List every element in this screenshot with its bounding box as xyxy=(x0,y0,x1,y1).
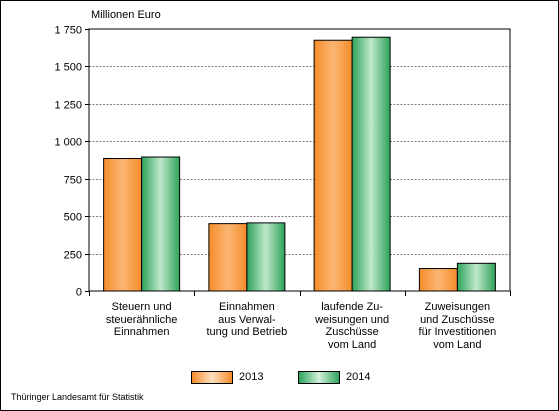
category-label: Einnahmen aus Verwal- tung und Betrieb xyxy=(206,301,288,338)
y-tick-label: 500 xyxy=(64,212,82,224)
y-tick-label: 0 xyxy=(76,287,82,299)
category-label: Zuweisungen und Zuschüsse für Investitio… xyxy=(418,301,497,351)
legend-item-2013: 2013 xyxy=(191,370,263,384)
y-tick-label: 250 xyxy=(64,250,82,262)
category-label: laufende Zu- weisungen und Zuschüsse vom… xyxy=(315,301,390,351)
bar-2013-2 xyxy=(208,223,248,292)
bar-2014-2 xyxy=(246,222,286,292)
source-note: Thüringer Landesamt für Statistik xyxy=(11,392,144,402)
legend-item-2014: 2014 xyxy=(298,370,370,384)
axis-layer: 0 250 500 750 1 000 1 250 1 500 1 750 xyxy=(54,25,511,299)
y-tick-label: 1 500 xyxy=(54,62,82,74)
bar-2013-3 xyxy=(313,39,353,292)
y-tick-label: 1 250 xyxy=(54,100,82,112)
y-tick-label: 1 000 xyxy=(54,137,82,149)
legend-swatch-2014 xyxy=(298,370,340,384)
bar-2013-1 xyxy=(103,158,143,292)
bar-2013-4 xyxy=(418,268,458,292)
legend-swatch-2013 xyxy=(191,370,233,384)
bar-2014-3 xyxy=(351,36,391,292)
y-axis-unit-label: Millionen Euro xyxy=(91,9,161,21)
y-tick-label: 750 xyxy=(64,175,82,187)
bars-layer xyxy=(103,36,496,292)
y-tick-label: 1 750 xyxy=(54,25,82,37)
legend-label-2014: 2014 xyxy=(346,371,371,383)
category-label: Steuern und steuerähnliche Einnahmen xyxy=(105,301,178,338)
bar-2014-4 xyxy=(456,262,496,292)
legend-label-2013: 2013 xyxy=(239,371,264,383)
bar-2014-1 xyxy=(141,156,181,292)
